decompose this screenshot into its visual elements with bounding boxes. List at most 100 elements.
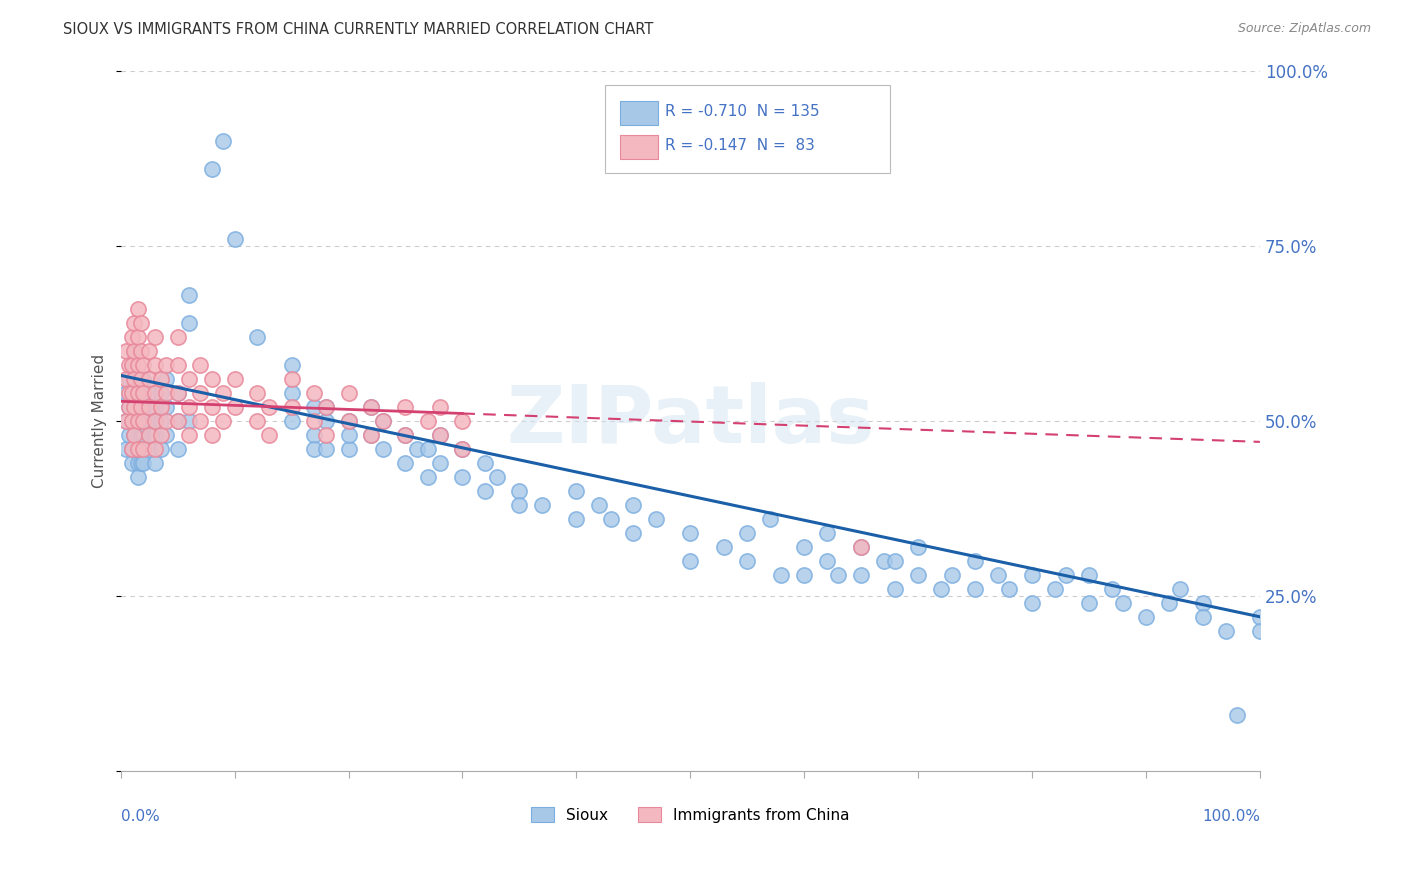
FancyBboxPatch shape	[620, 135, 658, 159]
Point	[257, 400, 280, 414]
Point	[1112, 596, 1135, 610]
Point	[177, 372, 200, 386]
Point	[827, 567, 849, 582]
Point	[735, 525, 758, 540]
Point	[451, 470, 474, 484]
Point	[315, 400, 337, 414]
Point	[177, 288, 200, 302]
Point	[124, 343, 146, 358]
Point	[987, 567, 1010, 582]
Point	[121, 358, 143, 372]
Point	[115, 414, 138, 428]
Point	[143, 385, 166, 400]
Point	[1249, 624, 1271, 638]
Point	[124, 400, 146, 414]
Point	[149, 428, 172, 442]
Point	[371, 414, 394, 428]
Point	[143, 456, 166, 470]
Point	[304, 385, 326, 400]
Point	[1249, 609, 1271, 624]
Point	[884, 582, 907, 596]
Point	[143, 414, 166, 428]
Point	[304, 414, 326, 428]
Point	[1054, 567, 1077, 582]
Point	[474, 483, 496, 498]
Point	[190, 358, 212, 372]
Point	[117, 385, 139, 400]
Point	[138, 428, 160, 442]
Point	[121, 385, 143, 400]
Text: ZIPatlas: ZIPatlas	[506, 382, 875, 460]
Point	[360, 428, 382, 442]
Point	[166, 414, 188, 428]
Point	[337, 428, 360, 442]
Point	[127, 330, 149, 344]
Point	[124, 343, 146, 358]
Point	[121, 456, 143, 470]
Point	[166, 414, 188, 428]
Point	[1226, 707, 1249, 722]
Point	[565, 512, 588, 526]
Point	[1078, 567, 1101, 582]
Point	[280, 372, 302, 386]
Point	[129, 372, 152, 386]
Point	[121, 442, 143, 456]
Point	[121, 385, 143, 400]
Point	[124, 428, 146, 442]
Point	[166, 385, 188, 400]
Point	[129, 400, 152, 414]
Point	[360, 400, 382, 414]
Point	[485, 470, 508, 484]
Point	[127, 470, 149, 484]
Point	[246, 330, 269, 344]
Point	[1021, 567, 1043, 582]
Point	[429, 456, 451, 470]
Text: 0.0%: 0.0%	[121, 809, 159, 824]
Point	[315, 400, 337, 414]
Point	[451, 414, 474, 428]
Point	[124, 372, 146, 386]
Point	[371, 414, 394, 428]
Point	[201, 372, 224, 386]
Point	[132, 456, 155, 470]
Point	[815, 554, 838, 568]
Point	[1192, 596, 1215, 610]
Point	[212, 385, 235, 400]
Point	[138, 372, 160, 386]
Text: SIOUX VS IMMIGRANTS FROM CHINA CURRENTLY MARRIED CORRELATION CHART: SIOUX VS IMMIGRANTS FROM CHINA CURRENTLY…	[63, 22, 654, 37]
Point	[143, 330, 166, 344]
Point	[1157, 596, 1180, 610]
Point	[143, 400, 166, 414]
Point	[121, 442, 143, 456]
Point	[121, 358, 143, 372]
Point	[132, 372, 155, 386]
Point	[127, 385, 149, 400]
Point	[132, 442, 155, 456]
Point	[280, 385, 302, 400]
Point	[337, 414, 360, 428]
Point	[280, 400, 302, 414]
Point	[132, 358, 155, 372]
Point	[124, 316, 146, 330]
Point	[418, 442, 440, 456]
Point	[849, 567, 872, 582]
Point	[621, 525, 644, 540]
Point	[793, 540, 815, 554]
Point	[965, 582, 987, 596]
Point	[394, 428, 416, 442]
Point	[907, 567, 929, 582]
Point	[177, 400, 200, 414]
Point	[508, 498, 530, 512]
Point	[315, 442, 337, 456]
Point	[360, 400, 382, 414]
Point	[337, 385, 360, 400]
Point	[588, 498, 610, 512]
Point	[143, 442, 166, 456]
Point	[121, 414, 143, 428]
Point	[965, 554, 987, 568]
Point	[531, 498, 554, 512]
Point	[246, 414, 269, 428]
Point	[127, 358, 149, 372]
Point	[429, 428, 451, 442]
Point	[121, 414, 143, 428]
